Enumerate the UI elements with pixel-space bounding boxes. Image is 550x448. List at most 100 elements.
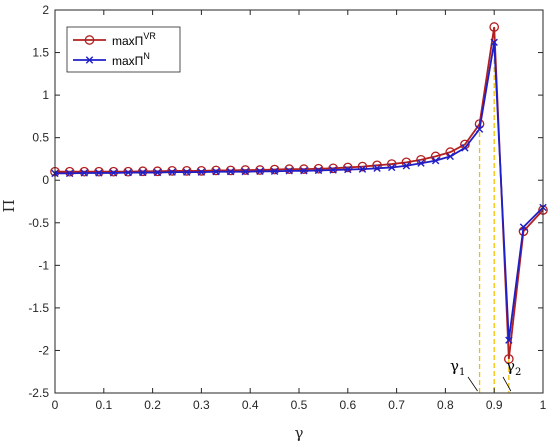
x-marker-stroke bbox=[285, 167, 293, 175]
data-point-vr bbox=[196, 166, 207, 176]
annotation-subscript: 1 bbox=[459, 367, 465, 378]
x-marker-stroke bbox=[80, 169, 88, 177]
data-point-vr bbox=[269, 164, 280, 175]
data-point-vr bbox=[489, 22, 500, 32]
x-tick-label: 0.8 bbox=[437, 398, 454, 412]
data-point-vr bbox=[79, 166, 90, 177]
x-marker-stroke bbox=[95, 169, 103, 177]
x-marker-stroke bbox=[431, 156, 440, 165]
data-point-n bbox=[446, 152, 454, 161]
data-point-n bbox=[402, 162, 411, 170]
data-point-vr bbox=[328, 163, 339, 174]
series-line-n bbox=[55, 42, 544, 341]
x-marker-stroke bbox=[373, 164, 381, 173]
x-marker-stroke bbox=[490, 38, 498, 47]
data-point-vr bbox=[313, 163, 324, 174]
x-tick-label: 0.1 bbox=[95, 398, 112, 412]
annotations: γ1 γ2 bbox=[450, 357, 521, 392]
legend-label: maxΠVR bbox=[112, 31, 156, 48]
legend-label-superscript: VR bbox=[143, 31, 156, 41]
legend-box bbox=[66, 26, 181, 73]
annotation-gamma-1: γ1 bbox=[450, 357, 465, 378]
x-axis-title: γ bbox=[295, 424, 304, 442]
x-marker-stroke bbox=[256, 167, 264, 175]
data-point-n bbox=[197, 168, 206, 176]
x-marker-stroke bbox=[519, 223, 528, 231]
legend-label-base: maxΠ bbox=[112, 54, 143, 68]
data-point-n bbox=[329, 166, 337, 174]
x-marker-stroke bbox=[461, 144, 469, 152]
data-point-vr bbox=[64, 166, 75, 177]
x-marker-stroke bbox=[109, 169, 118, 177]
y-tick-label: 0.5 bbox=[32, 131, 49, 145]
x-tick-label: 0.4 bbox=[242, 398, 259, 412]
data-point-n bbox=[109, 169, 118, 177]
x-marker-stroke bbox=[300, 167, 308, 175]
x-tick-label: 0.6 bbox=[339, 398, 356, 412]
x-marker-stroke bbox=[153, 168, 162, 177]
x-marker-stroke bbox=[358, 165, 367, 173]
x-marker-stroke bbox=[402, 162, 411, 170]
data-point-vr bbox=[342, 162, 353, 173]
data-point-vr bbox=[94, 166, 104, 177]
annotation-pointer bbox=[467, 376, 478, 392]
x-marker-stroke bbox=[344, 165, 352, 174]
x-marker-stroke bbox=[65, 169, 74, 178]
x-marker-stroke bbox=[124, 168, 132, 177]
data-point-n bbox=[519, 223, 528, 231]
data-point-n bbox=[80, 169, 88, 177]
y-tick-label: -1 bbox=[38, 258, 49, 272]
x-marker-stroke bbox=[314, 166, 323, 175]
data-point-n bbox=[285, 167, 293, 175]
data-point-vr bbox=[225, 165, 236, 176]
data-point-vr bbox=[357, 161, 368, 172]
x-marker-stroke bbox=[183, 168, 191, 176]
data-point-n bbox=[270, 167, 279, 175]
annotation-base: γ bbox=[506, 357, 515, 375]
data-point-n bbox=[431, 156, 440, 165]
x-marker-stroke bbox=[475, 125, 484, 133]
data-point-n bbox=[168, 168, 176, 176]
data-point-n bbox=[417, 159, 425, 167]
data-point-n bbox=[124, 168, 132, 177]
data-point-vr bbox=[240, 165, 251, 175]
data-point-vr bbox=[181, 166, 192, 176]
data-point-n bbox=[314, 166, 323, 175]
data-point-n bbox=[505, 336, 513, 344]
legend-swatch-marker bbox=[85, 56, 94, 64]
y-axis-ticks: 2 1.5 1 0.5 0 -0.5 -1 -1.5 -2 -2.5 bbox=[28, 3, 543, 400]
x-tick-label: 1 bbox=[540, 398, 547, 412]
y-axis-title: Π bbox=[0, 199, 18, 212]
data-point-n bbox=[388, 163, 396, 172]
x-marker-stroke bbox=[270, 167, 279, 175]
annotation-pointer bbox=[502, 376, 512, 392]
annotation-subscript: 2 bbox=[515, 367, 521, 378]
x-tick-label: 0.9 bbox=[486, 398, 503, 412]
data-point-vr bbox=[137, 166, 148, 177]
data-point-vr bbox=[503, 354, 514, 364]
series-layer bbox=[50, 22, 548, 364]
y-tick-label: 2 bbox=[42, 3, 49, 17]
series-line-vr bbox=[55, 26, 544, 360]
data-point-n bbox=[153, 168, 162, 177]
y-tick-label: -0.5 bbox=[28, 216, 49, 230]
data-point-n bbox=[373, 164, 381, 173]
legend: maxΠVR maxΠN bbox=[66, 26, 181, 73]
x-tick-label: 0.7 bbox=[388, 398, 405, 412]
data-point-vr bbox=[167, 166, 177, 176]
x-marker-stroke bbox=[139, 168, 147, 177]
x-tick-label: 0.3 bbox=[193, 398, 210, 412]
data-point-vr bbox=[108, 166, 119, 177]
data-point-n bbox=[344, 165, 352, 174]
x-tick-label: 0.5 bbox=[291, 398, 308, 412]
y-tick-label: -2.5 bbox=[28, 386, 49, 400]
data-point-n bbox=[183, 168, 191, 176]
legend-swatch-marker bbox=[84, 35, 95, 45]
data-point-n bbox=[139, 168, 147, 177]
legend-label-superscript: N bbox=[143, 51, 150, 61]
data-point-vr bbox=[211, 165, 221, 176]
x-marker-stroke bbox=[197, 168, 206, 176]
x-marker-stroke bbox=[168, 168, 176, 176]
data-point-n bbox=[241, 168, 250, 176]
